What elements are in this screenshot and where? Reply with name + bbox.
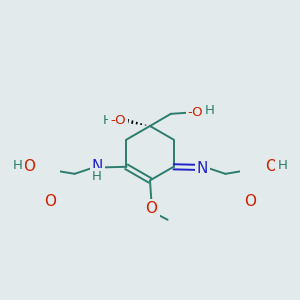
Text: O: O: [146, 201, 158, 216]
Text: O: O: [23, 159, 35, 174]
Text: -O: -O: [110, 114, 126, 127]
Text: H: H: [278, 159, 287, 172]
Text: -O: -O: [188, 106, 203, 118]
Text: N: N: [92, 159, 103, 174]
Text: O: O: [44, 194, 56, 209]
Text: H: H: [13, 159, 22, 172]
Text: H: H: [92, 170, 102, 183]
Text: H: H: [204, 104, 214, 117]
Text: O: O: [244, 194, 256, 209]
Text: O: O: [265, 159, 277, 174]
Text: N: N: [197, 161, 208, 176]
Text: H: H: [103, 114, 112, 127]
